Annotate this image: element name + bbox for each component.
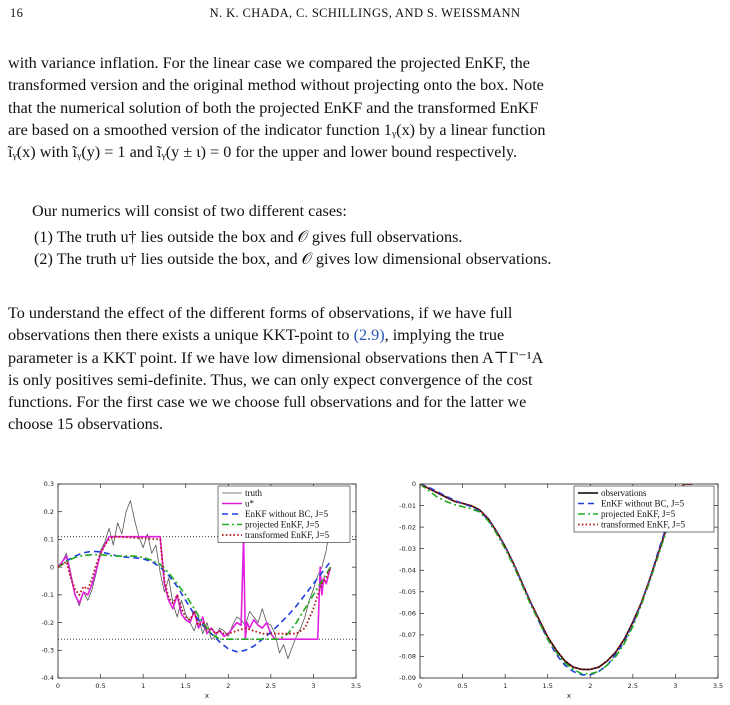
chart-left: 0 0.5 1 1.5 2 2.5 3 3.5 0.3 0.2 0.1 0 -0.1 -0.2 -0.3 -0… xyxy=(41,480,361,700)
paragraph-line: functions. For the first case we we choo… xyxy=(8,393,527,412)
page-number: 16 xyxy=(10,6,24,20)
paragraph-line: are based on a smoothed version of the i… xyxy=(8,120,546,139)
y-tick-label: -0.08 xyxy=(399,653,416,661)
x-tick-label: 3 xyxy=(311,682,315,690)
legend-label: projected EnKF, J=5 xyxy=(601,509,676,519)
legend-label: observations xyxy=(601,488,647,498)
plot-content xyxy=(58,500,356,660)
equation-reference-link[interactable]: (2.9) xyxy=(353,326,385,345)
x-tick-label: 2 xyxy=(588,682,592,690)
x-tick-label: 2.5 xyxy=(266,682,276,690)
y-tick-label: 0.1 xyxy=(44,536,54,544)
paragraph-line: To understand the effect of the differen… xyxy=(8,304,513,322)
y-tick-label: -0.2 xyxy=(41,619,54,627)
x-tick-label: 1.5 xyxy=(543,682,553,690)
y-tick-label: -0.05 xyxy=(399,588,416,596)
y-tick-label: 0.2 xyxy=(44,508,54,516)
x-tick-label: 3.5 xyxy=(351,682,361,690)
legend-label: transformed EnKF, J=5 xyxy=(245,530,330,540)
x-tick-label: 1.5 xyxy=(181,682,191,690)
x-tick-label: 2 xyxy=(226,682,230,690)
x-tick-label: 0 xyxy=(56,682,60,690)
legend-label: truth xyxy=(245,488,262,498)
y-tick-label: -0.02 xyxy=(399,523,416,531)
figure-left: 0 0.5 1 1.5 2 2.5 3 3.5 0.3 0.2 0.1 0 -0.1 -0.2 -0.3 -0… xyxy=(6,478,366,700)
series-line xyxy=(58,535,332,640)
legend-label: u* xyxy=(245,499,255,509)
x-axis-label: x xyxy=(205,692,209,700)
running-title: N. K. CHADA, C. SCHILLINGS, AND S. WEISS… xyxy=(209,6,521,20)
paragraph-line: ĩᵧ(x) with ĩᵧ(y) = 1 and ĩᵧ(y ± ι) = 0 f… xyxy=(8,143,518,162)
paragraph-line: parameter is a KKT point. If we have low… xyxy=(8,348,544,367)
series-line xyxy=(420,484,693,671)
y-tick-label: -0.07 xyxy=(399,631,416,639)
x-tick-label: 0 xyxy=(418,682,422,690)
paragraph-line: that the numerical solution of both the … xyxy=(8,98,539,117)
paragraph-1: with variance inflation. For the linear … xyxy=(8,52,720,163)
y-tick-label: -0.01 xyxy=(399,502,416,510)
legend-box xyxy=(217,485,351,543)
series-line xyxy=(420,484,685,675)
y-tick-label: -0.1 xyxy=(41,591,54,599)
y-tick-label: -0.04 xyxy=(399,566,416,574)
paragraph-line-tail: , implying the true xyxy=(384,326,505,345)
x-axis-label: x xyxy=(567,692,571,700)
legend-label: projected EnKF, J=5 xyxy=(245,520,320,530)
list-item: (1) The truth u† lies outside the box an… xyxy=(34,228,463,246)
x-tick-label: 3.5 xyxy=(713,682,723,690)
paragraph-line: with variance inflation. For the linear … xyxy=(8,54,530,72)
series-line xyxy=(58,550,332,653)
cases-list: (1) The truth u† lies outside the box an… xyxy=(34,226,724,271)
list-item: (2) The truth u† lies outside the box, a… xyxy=(34,250,552,269)
paragraph-line: observations then there exists a unique … xyxy=(8,324,720,346)
legend-label: EnKF without BC, J=5 xyxy=(601,499,685,509)
x-tick-label: 1 xyxy=(141,682,145,690)
legend-label: transformed EnKF, J=5 xyxy=(601,520,686,530)
x-tick-label: 3 xyxy=(673,682,677,690)
legend-label: EnKF without BC, J=5 xyxy=(245,509,329,519)
paragraph-line: is only positives semi-definite. Thus, w… xyxy=(8,370,533,389)
series-line xyxy=(58,500,331,660)
x-tick-label: 1 xyxy=(503,682,507,690)
y-tick-label: 0.3 xyxy=(44,480,54,488)
chart-right: 0 0.5 1 1.5 2 2.5 3 3.5 0 -0.01 -0.02 -0.03 -0.04 -0.… xyxy=(399,480,723,700)
plot-content xyxy=(420,484,693,676)
x-tick-label: 2.5 xyxy=(628,682,638,690)
y-tick-label: -0.06 xyxy=(399,610,416,618)
y-tick-label: -0.3 xyxy=(41,646,54,654)
y-tick-label: -0.09 xyxy=(399,674,416,682)
y-tick-label: 0 xyxy=(50,563,54,571)
x-tick-label: 0.5 xyxy=(457,682,467,690)
series-line xyxy=(58,553,332,640)
y-tick-label: -0.4 xyxy=(41,674,54,682)
y-tick-label: 0 xyxy=(412,480,416,488)
paragraph-2: Our numerics will consist of two differe… xyxy=(32,202,347,220)
page-header: 16 N. K. CHADA, C. SCHILLINGS, AND S. WE… xyxy=(10,6,720,24)
paragraph-3: To understand the effect of the differen… xyxy=(8,302,720,436)
paragraph-line: transformed version and the original met… xyxy=(8,76,544,95)
x-tick-label: 0.5 xyxy=(95,682,105,690)
paragraph-line-text: observations then there exists a unique … xyxy=(8,326,354,345)
y-tick-label: -0.03 xyxy=(399,545,416,553)
figure-right: 0 0.5 1 1.5 2 2.5 3 3.5 0 -0.01 -0.02 -0.03 -0.04 -0.… xyxy=(368,478,728,700)
paragraph-line: choose 15 observations. xyxy=(8,415,164,434)
